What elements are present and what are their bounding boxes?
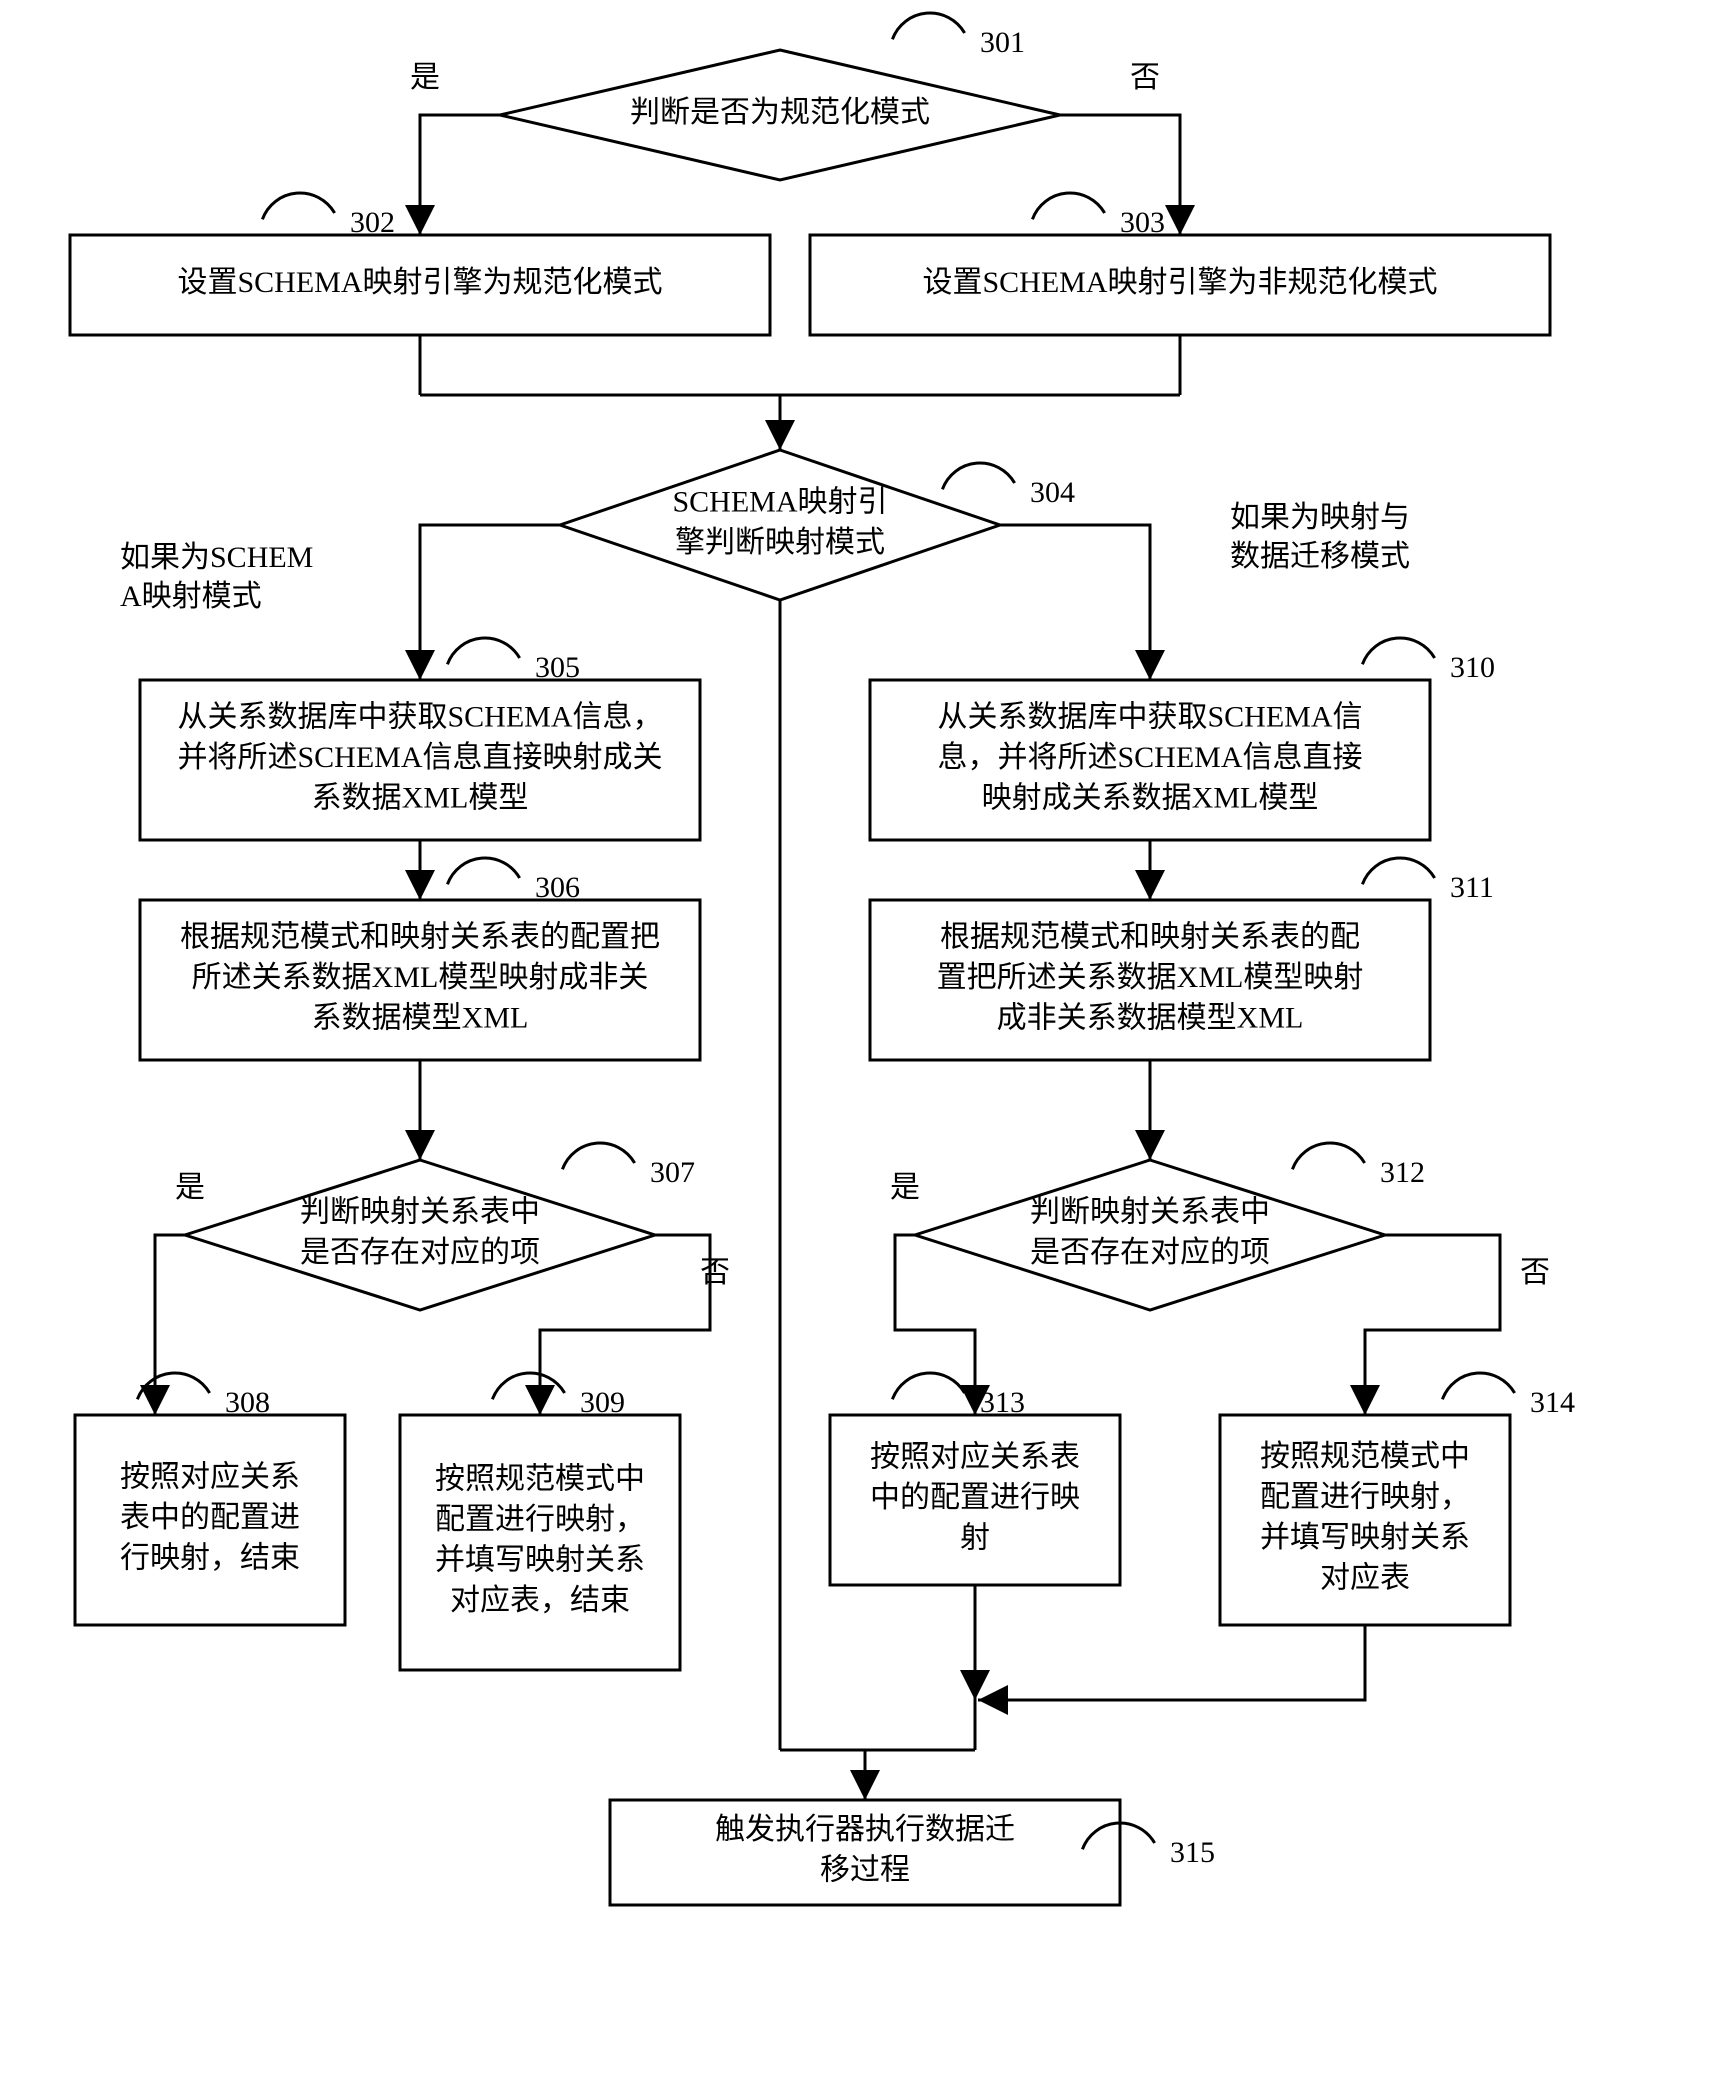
svg-text:成非关系数据模型XML: 成非关系数据模型XML: [997, 1001, 1304, 1034]
callout-arc-c301: [892, 13, 964, 39]
callout-c313: 313: [980, 1386, 1025, 1419]
node-n315: 触发执行器执行数据迁移过程: [610, 1800, 1120, 1905]
node-n310: 从关系数据库中获取SCHEMA信息，并将所述SCHEMA信息直接映射成关系数据X…: [870, 680, 1430, 840]
node-n302: 设置SCHEMA映射引擎为规范化模式: [70, 235, 770, 335]
callout-arc-c310: [1362, 638, 1434, 664]
flowchart-diagram: 判断是否为规范化模式设置SCHEMA映射引擎为规范化模式 设置SCHEMA映射引擎…: [0, 0, 1714, 2080]
svg-text:置把所述关系数据XML模型映射: 置把所述关系数据XML模型映射: [937, 961, 1364, 994]
svg-text:擎判断映射模式: 擎判断映射模式: [675, 526, 885, 559]
node-n305: 从关系数据库中获取SCHEMA信息， 并将所述SCHEMA信息直接映射成关系数据X…: [140, 680, 700, 840]
callout-c312: 312: [1380, 1156, 1425, 1189]
svg-text:根据规范模式和映射关系表的配置把: 根据规范模式和映射关系表的配置把: [180, 920, 660, 953]
svg-text:从关系数据库中获取SCHEMA信: 从关系数据库中获取SCHEMA信: [937, 700, 1362, 733]
edge-e301L: [420, 115, 500, 235]
node-n312: 判断映射关系表中是否存在对应的项: [915, 1160, 1385, 1310]
svg-text:触发执行器执行数据迁: 触发执行器执行数据迁: [715, 1813, 1015, 1846]
svg-text:根据规范模式和映射关系表的配: 根据规范模式和映射关系表的配: [940, 920, 1360, 953]
svg-text:所述关系数据XML模型映射成非关: 所述关系数据XML模型映射成非关: [192, 961, 649, 994]
svg-text:是否存在对应的项: 是否存在对应的项: [1030, 1236, 1270, 1269]
svg-text:移过程: 移过程: [820, 1854, 910, 1887]
edge-e312R: [1365, 1235, 1500, 1415]
edge-label-e307_yes: 是: [175, 1171, 205, 1204]
svg-text:判断是否为规范化模式: 判断是否为规范化模式: [630, 96, 930, 129]
node-n309: 按照规范模式中配置进行映射， 并填写映射关系对应表，结束: [400, 1415, 680, 1670]
svg-text:按照对应关系表: 按照对应关系表: [870, 1440, 1080, 1473]
node-n301: 判断是否为规范化模式: [500, 50, 1060, 180]
svg-text:并填写映射关系: 并填写映射关系: [1260, 1521, 1470, 1554]
svg-text:息，并将所述SCHEMA信息直接: 息，并将所述SCHEMA信息直接: [937, 741, 1362, 774]
svg-text:按照规范模式中: 按照规范模式中: [435, 1463, 645, 1496]
svg-text:SCHEMA映射引: SCHEMA映射引: [672, 486, 887, 519]
svg-text:并填写映射关系: 并填写映射关系: [435, 1544, 645, 1577]
svg-text:系数据模型XML: 系数据模型XML: [312, 1001, 529, 1034]
callout-c315: 315: [1170, 1836, 1215, 1869]
callout-c301: 301: [980, 26, 1025, 59]
edge-label-e312_no: 否: [1520, 1256, 1550, 1289]
svg-text:对应表: 对应表: [1320, 1562, 1410, 1595]
svg-text:映射成关系数据XML模型: 映射成关系数据XML模型: [982, 781, 1319, 814]
node-n313: 按照对应关系表中的配置进行映射: [830, 1415, 1120, 1585]
node-n308: 按照对应关系表中的配置进行映射，结束: [75, 1415, 345, 1625]
svg-text:设置SCHEMA映射引擎为非规范化模式: 设置SCHEMA映射引擎为非规范化模式: [922, 266, 1437, 299]
edge-label-e304_left-1: A映射模式: [120, 580, 262, 613]
svg-text:配置进行映射，: 配置进行映射，: [435, 1503, 645, 1536]
callout-arc-c304: [942, 463, 1014, 489]
callout-arc-c303: [1032, 193, 1104, 219]
callout-c304: 304: [1030, 476, 1075, 509]
svg-text:设置SCHEMA映射引擎为规范化模式: 设置SCHEMA映射引擎为规范化模式: [177, 266, 662, 299]
node-n303: 设置SCHEMA映射引擎为非规范化模式: [810, 235, 1550, 335]
svg-text:判断映射关系表中: 判断映射关系表中: [300, 1196, 540, 1229]
svg-text:系数据XML模型: 系数据XML模型: [312, 781, 529, 814]
callout-c314: 314: [1530, 1386, 1575, 1419]
svg-text:判断映射关系表中: 判断映射关系表中: [1030, 1196, 1270, 1229]
svg-text:按照规范模式中: 按照规范模式中: [1260, 1440, 1470, 1473]
edge-e304R: [1000, 525, 1150, 680]
edge-e307L: [155, 1235, 185, 1415]
svg-text:射: 射: [960, 1521, 990, 1554]
svg-text:行映射，结束: 行映射，结束: [120, 1541, 300, 1574]
callout-c302: 302: [350, 206, 395, 239]
edge-e314d: [978, 1625, 1365, 1700]
svg-text:按照对应关系: 按照对应关系: [120, 1460, 300, 1493]
callout-arc-c306: [447, 858, 519, 884]
svg-text:中的配置进行映: 中的配置进行映: [870, 1481, 1080, 1514]
callout-arc-c313: [892, 1373, 964, 1399]
node-n311: 根据规范模式和映射关系表的配置把所述关系数据XML模型映射成非关系数据模型XML: [870, 900, 1430, 1060]
edge-label-e304_right-1: 数据迁移模式: [1230, 540, 1410, 573]
edge-label-e307_no: 否: [700, 1256, 730, 1289]
callout-arc-c312: [1292, 1143, 1364, 1169]
callout-c310: 310: [1450, 651, 1495, 684]
node-n307: 判断映射关系表中是否存在对应的项: [185, 1160, 655, 1310]
svg-text:对应表，结束: 对应表，结束: [450, 1584, 630, 1617]
callout-c309: 309: [580, 1386, 625, 1419]
node-n306: 根据规范模式和映射关系表的配置把所述关系数据XML模型映射成非关系数据模型XML: [140, 900, 700, 1060]
callout-arc-c309: [492, 1373, 564, 1399]
node-n304: SCHEMA映射引擎判断映射模式: [560, 450, 1000, 600]
callout-arc-c311: [1362, 858, 1434, 884]
callout-arc-c308: [137, 1373, 209, 1399]
svg-text:是否存在对应的项: 是否存在对应的项: [300, 1236, 540, 1269]
svg-text:配置进行映射，: 配置进行映射，: [1260, 1481, 1470, 1514]
svg-text:并将所述SCHEMA信息直接映射成关: 并将所述SCHEMA信息直接映射成关: [177, 741, 662, 774]
callout-c308: 308: [225, 1386, 270, 1419]
callout-c311: 311: [1450, 871, 1494, 904]
callout-arc-c314: [1442, 1373, 1514, 1399]
edge-label-e301_yes: 是: [410, 61, 440, 94]
callout-c307: 307: [650, 1156, 695, 1189]
callout-arc-c305: [447, 638, 519, 664]
node-n314: 按照规范模式中配置进行映射， 并填写映射关系对应表: [1220, 1415, 1510, 1625]
callout-c305: 305: [535, 651, 580, 684]
edge-label-e304_right-0: 如果为映射与: [1230, 501, 1410, 534]
edge-label-e301_no: 否: [1130, 61, 1160, 94]
edge-label-e312_yes: 是: [890, 1171, 920, 1204]
edge-label-e304_left-0: 如果为SCHEM: [120, 541, 313, 574]
svg-text:表中的配置进: 表中的配置进: [120, 1501, 300, 1534]
callout-arc-c302: [262, 193, 334, 219]
svg-text:从关系数据库中获取SCHEMA信息，: 从关系数据库中获取SCHEMA信息，: [177, 700, 662, 733]
callout-c306: 306: [535, 871, 580, 904]
callout-c303: 303: [1120, 206, 1165, 239]
callout-arc-c307: [562, 1143, 634, 1169]
